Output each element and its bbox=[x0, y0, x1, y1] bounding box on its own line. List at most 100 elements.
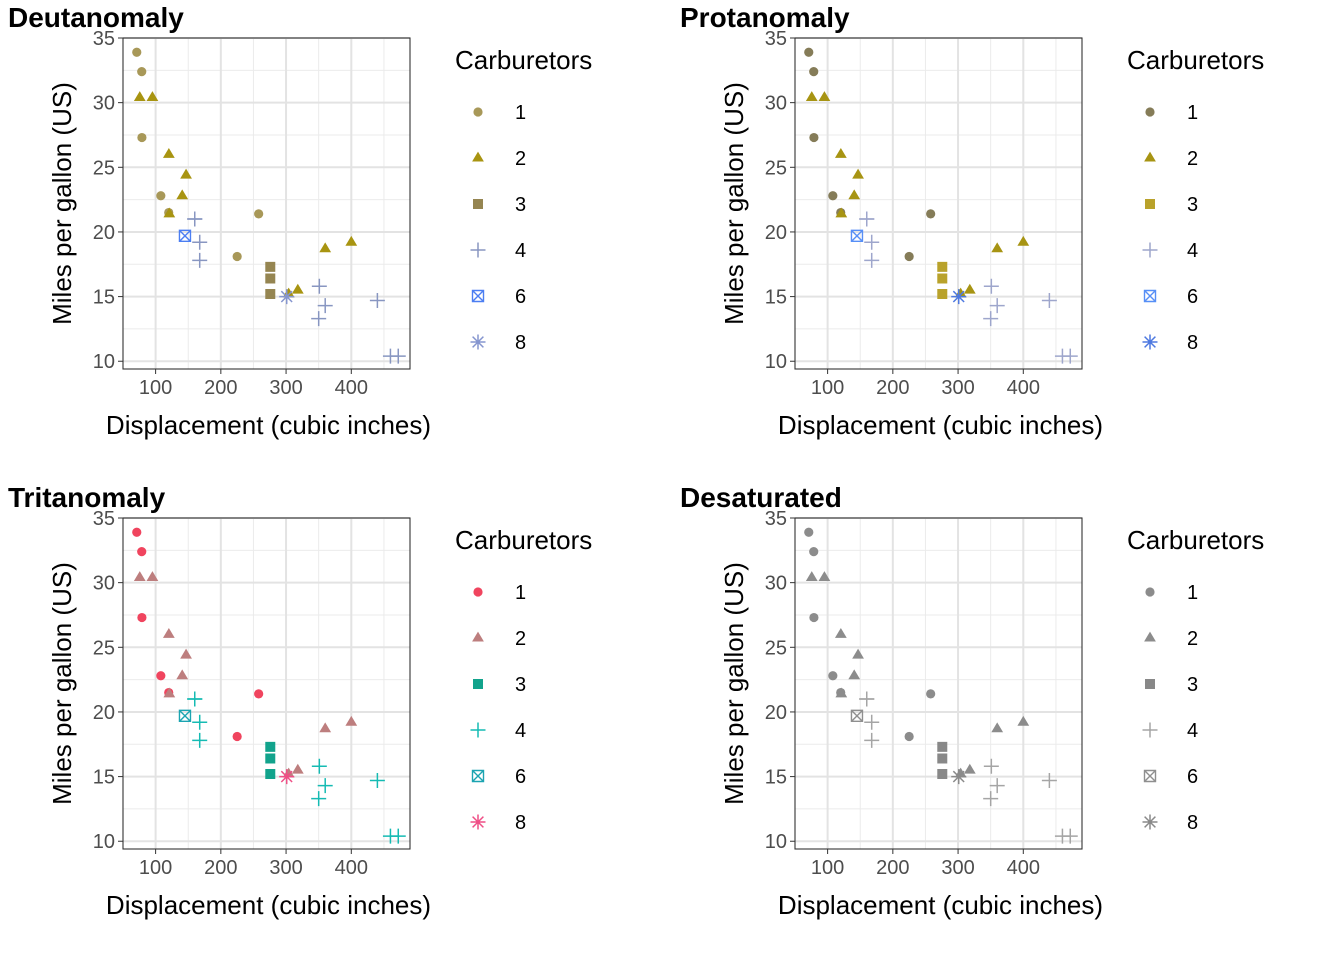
x-tick-label: 400 bbox=[1007, 377, 1040, 399]
data-point bbox=[311, 758, 327, 774]
data-point bbox=[178, 709, 192, 723]
legend-key bbox=[1145, 199, 1155, 209]
y-axis-label: Miles per gallon (US) bbox=[719, 82, 749, 325]
legend-key bbox=[1144, 631, 1156, 642]
y-axis-label: Miles per gallon (US) bbox=[47, 82, 77, 325]
data-point bbox=[835, 687, 848, 698]
data-point bbox=[319, 722, 332, 733]
data-point bbox=[254, 689, 264, 699]
plot-border bbox=[122, 37, 411, 370]
panel-title: Deutanomaly bbox=[8, 2, 184, 33]
data-point bbox=[951, 289, 967, 305]
y-tick-label: 20 bbox=[765, 702, 787, 724]
y-tick-label: 25 bbox=[765, 637, 787, 659]
x-tick-label: 400 bbox=[335, 377, 368, 399]
data-point bbox=[192, 732, 208, 748]
y-tick-label: 25 bbox=[765, 157, 787, 179]
legend-title: Carburetors bbox=[455, 525, 592, 555]
legend-key bbox=[1142, 814, 1158, 830]
legend-key bbox=[470, 242, 486, 258]
data-point bbox=[180, 168, 192, 179]
legend-key bbox=[471, 289, 485, 303]
gridlines bbox=[794, 517, 1082, 849]
data-points bbox=[804, 47, 1078, 364]
legend-key bbox=[1144, 151, 1156, 162]
legend-label: 6 bbox=[515, 286, 526, 308]
y-tick-label: 25 bbox=[93, 157, 115, 179]
data-point bbox=[850, 229, 864, 243]
panel-title: Tritanomaly bbox=[8, 482, 166, 513]
y-axis-label: Miles per gallon (US) bbox=[47, 562, 77, 805]
data-point bbox=[176, 669, 189, 680]
legend-key bbox=[470, 814, 486, 830]
data-point bbox=[951, 769, 967, 785]
data-point bbox=[163, 207, 176, 218]
legend-label: 1 bbox=[1187, 102, 1198, 124]
legend-label: 6 bbox=[1187, 286, 1198, 308]
legend-label: 8 bbox=[1187, 332, 1198, 354]
data-point bbox=[864, 714, 880, 730]
data-point bbox=[162, 627, 175, 638]
x-tick-label: 400 bbox=[1007, 857, 1040, 879]
panel-title: Desaturated bbox=[680, 482, 842, 513]
legend-key bbox=[472, 631, 484, 642]
x-axis-label: Displacement (cubic inches) bbox=[778, 890, 1103, 920]
data-point bbox=[162, 147, 175, 158]
data-point bbox=[983, 758, 999, 774]
gridlines bbox=[794, 37, 1082, 369]
y-axis-label: Miles per gallon (US) bbox=[719, 562, 749, 805]
data-point bbox=[1017, 235, 1030, 246]
y-tick-label: 30 bbox=[93, 573, 115, 595]
x-tick-label: 100 bbox=[139, 377, 172, 399]
data-point bbox=[852, 168, 864, 179]
data-point bbox=[864, 732, 880, 748]
legend-label: 3 bbox=[515, 194, 526, 216]
data-point bbox=[859, 691, 875, 707]
legend: Carburetors 1 2 3 4 6 8 bbox=[1127, 525, 1264, 834]
legend-title: Carburetors bbox=[1127, 45, 1264, 75]
chart-panel-tritanomaly: Tritanomaly 100 200 300 400 10 15 20 25 30 35 Displ… bbox=[8, 482, 592, 920]
legend-key bbox=[473, 679, 483, 689]
legend-label: 4 bbox=[1187, 240, 1198, 262]
y-tick-label: 35 bbox=[765, 28, 787, 50]
legend-label: 1 bbox=[515, 582, 526, 604]
legend-key bbox=[1145, 679, 1155, 689]
legend-key bbox=[1145, 587, 1155, 597]
legend-label: 1 bbox=[1187, 582, 1198, 604]
data-point bbox=[265, 741, 276, 752]
data-point bbox=[311, 791, 327, 807]
data-point bbox=[818, 571, 831, 581]
legend-title: Carburetors bbox=[455, 45, 592, 75]
chart-panel-protanomaly: Protanomaly 100 200 300 400 10 15 20 25 30 35 Displ… bbox=[680, 2, 1264, 440]
data-point bbox=[859, 211, 875, 227]
data-point bbox=[187, 211, 203, 227]
data-point bbox=[192, 234, 208, 250]
data-point bbox=[132, 47, 142, 57]
y-tick-label: 10 bbox=[93, 831, 115, 853]
data-point bbox=[991, 722, 1004, 733]
y-tick-label: 35 bbox=[93, 28, 115, 50]
data-point bbox=[192, 252, 208, 268]
data-point bbox=[864, 234, 880, 250]
data-point bbox=[937, 261, 948, 272]
chart-panel-deutanomaly: Deutanomaly 100 200 300 400 10 15 20 25 30 35 Displ… bbox=[8, 2, 592, 440]
y-tick-label: 35 bbox=[765, 508, 787, 530]
y-tick-label: 35 bbox=[93, 508, 115, 530]
y-tick-label: 15 bbox=[93, 287, 115, 309]
legend-key bbox=[1142, 242, 1158, 258]
data-point bbox=[904, 251, 914, 262]
data-point bbox=[382, 828, 398, 844]
x-tick-label: 100 bbox=[811, 377, 844, 399]
plot-background bbox=[795, 518, 1082, 849]
data-point bbox=[265, 769, 276, 780]
data-point bbox=[852, 648, 864, 659]
y-tick-label: 20 bbox=[93, 702, 115, 724]
legend-key bbox=[473, 199, 483, 209]
x-tick-label: 200 bbox=[204, 377, 237, 399]
legend-label: 6 bbox=[1187, 766, 1198, 788]
data-point bbox=[146, 571, 159, 581]
y-tick-label: 30 bbox=[765, 93, 787, 115]
y-tick-label: 25 bbox=[93, 637, 115, 659]
y-tick-label: 20 bbox=[93, 222, 115, 244]
